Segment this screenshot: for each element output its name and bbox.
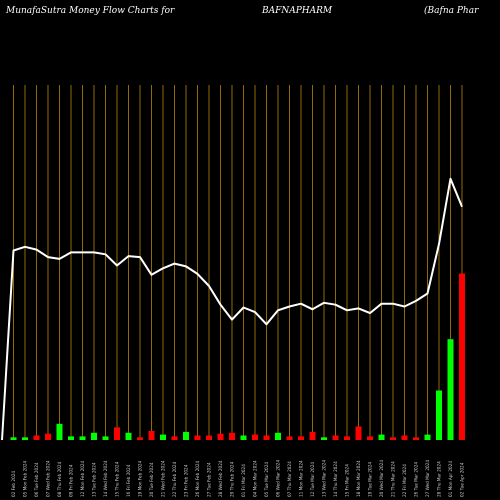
x-tick-label: 28 Wed Feb 2024 <box>218 460 223 497</box>
x-tick-label: 23 Fri Feb 2024 <box>184 464 189 497</box>
chart-title-company: (Bafna Phar <box>424 6 479 16</box>
x-tick-label: 14 Thu Mar 2024 <box>333 461 338 497</box>
money-flow-bar <box>22 437 28 440</box>
money-flow-bar <box>401 435 408 440</box>
money-flow-bar <box>263 435 270 440</box>
money-flow-bar <box>447 339 454 440</box>
chart-title-symbol: BAFNAPHARM <box>262 6 333 16</box>
money-flow-bar <box>298 436 304 440</box>
money-flow-bar <box>355 426 362 440</box>
x-tick-label: 07 Thu Mar 2024 <box>287 461 292 497</box>
x-tick-label: 29 Thu Feb 2024 <box>230 461 235 497</box>
money-flow-bar <box>378 434 385 440</box>
x-tick-label: 27 Tue Feb 2024 <box>207 462 212 497</box>
x-tick-label: 01 Mon Apr 2024 <box>448 461 453 497</box>
money-flow-bar <box>229 432 235 440</box>
x-tick-label: 02 Tue Apr 2024 <box>460 462 465 497</box>
money-flow-bar <box>436 390 442 440</box>
money-flow-bar <box>114 427 120 440</box>
x-tick-label: 22 Fri Mar 2024 <box>402 464 407 497</box>
x-tick-label: 27 Wed Mar 2024 <box>425 460 430 497</box>
x-tick-label: 04 Mon Mar 2024 <box>253 460 258 497</box>
x-tick-label: 11 Mon Mar 2024 <box>299 460 304 497</box>
x-tick-label: 20 Tue Feb 2024 <box>149 462 154 497</box>
x-tick-label: 16 Fri Feb 2024 <box>126 464 131 497</box>
x-tick-label: 19 Mon Feb 2024 <box>138 460 143 497</box>
money-flow-bar <box>183 431 189 440</box>
x-tick-label: 08 Thu Feb 2024 <box>57 461 62 497</box>
money-flow-bar <box>252 434 258 440</box>
x-tick-label: 09 Fri Feb 2024 <box>69 464 74 497</box>
money-flow-bar <box>68 436 74 440</box>
money-flow-bar <box>206 435 212 440</box>
money-flow-bar <box>332 435 339 440</box>
x-tick-label: 18 Mon Mar 2024 <box>356 460 361 497</box>
gridlines <box>13 85 463 440</box>
money-flow-bar <box>459 273 465 440</box>
money-flow-bar <box>33 435 40 440</box>
money-flow-bar <box>171 436 178 440</box>
money-flow-bar <box>390 437 396 440</box>
chart-title-left: MunafaSutra Money Flow Charts for <box>6 6 175 16</box>
money-flow-bar <box>79 436 86 440</box>
money-flow-bar <box>160 434 166 440</box>
x-tick-label: 22 Thu Feb 2024 <box>172 461 177 497</box>
x-tick-label: 26 Mon Feb 2024 <box>195 460 200 497</box>
x-tick-label: 05 Tue Mar 2024 <box>264 462 269 497</box>
x-tick-label: 26 Tue Mar 2024 <box>414 462 419 497</box>
x-tick-label: 19 Tue Mar 2024 <box>368 462 373 497</box>
money-flow-bar <box>45 433 51 440</box>
money-flow-bar <box>413 437 419 440</box>
money-flow-bar <box>102 436 109 440</box>
money-flow-bar <box>56 423 63 440</box>
x-tick-label: 05 Mon Feb 2024 <box>23 460 28 497</box>
money-flow-bar <box>148 431 155 440</box>
money-flow-bar <box>194 435 201 440</box>
money-flow-bar <box>10 437 17 440</box>
x-tick-label: 07 Wed Feb 2024 <box>46 460 51 497</box>
money-flow-bar <box>286 436 293 440</box>
x-tick-label: 28 Thu Mar 2024 <box>437 461 442 497</box>
x-axis-labels: 02 Feb 2024 05 Mon Feb 2024 06 Tue Feb 202… <box>11 460 465 497</box>
x-tick-label: 02 Feb 2024 <box>11 471 16 497</box>
money-flow-bar <box>424 434 431 440</box>
money-flow-line <box>1 177 463 441</box>
bar-series <box>10 273 465 440</box>
x-tick-label: 06 Tue Feb 2024 <box>34 462 39 497</box>
money-flow-bar <box>367 436 373 440</box>
money-flow-bar <box>91 432 97 440</box>
money-flow-bar <box>217 433 224 440</box>
money-flow-bar <box>125 432 132 440</box>
x-tick-label: 15 Thu Feb 2024 <box>115 461 120 497</box>
money-flow-bar <box>240 435 247 440</box>
money-flow-bar <box>275 432 281 440</box>
x-tick-label: 15 Fri Mar 2024 <box>345 464 350 497</box>
x-tick-label: 12 Tue Mar 2024 <box>310 462 315 497</box>
money-flow-bar <box>309 431 316 440</box>
money-flow-bar <box>344 436 350 440</box>
money-flow-bar <box>137 437 143 440</box>
x-tick-label: 21 Wed Feb 2024 <box>161 460 166 497</box>
x-tick-label: 14 Wed Feb 2024 <box>103 460 108 497</box>
money-flow-bar <box>321 437 327 440</box>
x-tick-label: 01 Fri Mar 2024 <box>241 464 246 497</box>
x-tick-label: 21 Thu Mar 2024 <box>391 461 396 497</box>
x-tick-label: 06 Wed Mar 2024 <box>276 460 281 497</box>
x-tick-label: 12 Mon Feb 2024 <box>80 460 85 497</box>
x-tick-label: 13 Tue Feb 2024 <box>92 462 97 497</box>
x-tick-label: 13 Wed Mar 2024 <box>322 460 327 497</box>
x-tick-label: 20 Wed Mar 2024 <box>379 460 384 497</box>
